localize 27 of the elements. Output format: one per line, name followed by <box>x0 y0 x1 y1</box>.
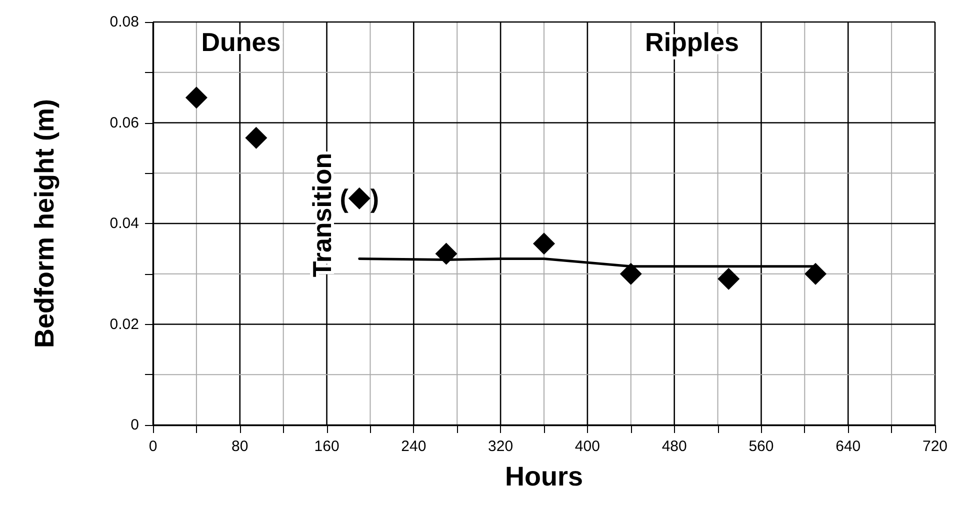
point <box>435 242 458 265</box>
x-tick-label: 240 <box>401 438 426 455</box>
x-tick-label: 80 <box>232 438 248 455</box>
point <box>804 262 827 285</box>
y-tick-label: 0 <box>130 416 139 434</box>
point <box>185 86 208 109</box>
x-axis-title: Hours <box>504 462 584 492</box>
y-tick-label: 0.04 <box>110 215 139 232</box>
point <box>718 268 740 290</box>
point <box>533 232 555 255</box>
x-tick-label: 560 <box>748 438 774 455</box>
x-tick-label: 160 <box>314 438 340 455</box>
y-axis-title: Bedform height (m) <box>30 99 60 348</box>
annotation: ( ) <box>340 183 380 214</box>
x-tick-label: 400 <box>574 438 600 455</box>
x-tick-label: 320 <box>488 438 514 455</box>
annotation: Transition <box>307 152 337 278</box>
point <box>245 126 268 149</box>
point <box>620 262 642 285</box>
y-tick-label: 0.02 <box>110 316 139 333</box>
x-tick-label: 480 <box>662 438 687 455</box>
x-tick-label: 640 <box>836 438 861 455</box>
x-tick-label: 0 <box>148 438 158 455</box>
y-tick-label: 0.08 <box>110 14 139 30</box>
x-tick-label: 720 <box>922 438 948 455</box>
y-tick-label: 0.06 <box>110 114 139 132</box>
point <box>348 187 370 210</box>
